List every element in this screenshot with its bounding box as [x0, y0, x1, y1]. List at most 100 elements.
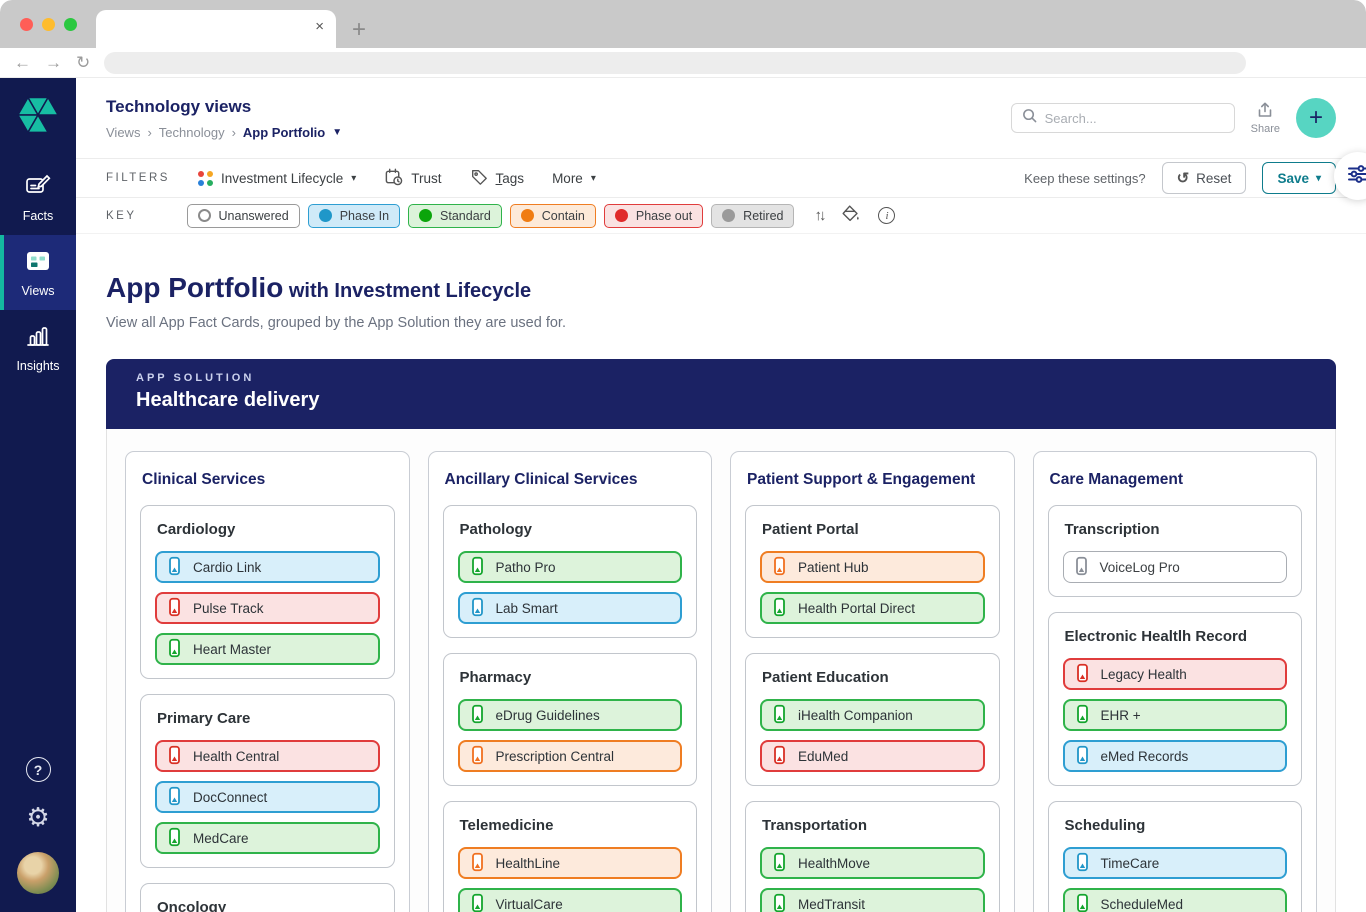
forward-icon[interactable]: → — [45, 53, 62, 72]
app-card[interactable]: eMed Records — [1062, 740, 1287, 772]
calendar-clock-icon — [384, 167, 403, 189]
app-card[interactable]: Health Portal Direct — [760, 592, 985, 624]
sidebar-item-insights[interactable]: Insights — [0, 310, 76, 385]
breadcrumb-item[interactable]: Views — [106, 124, 141, 140]
group-title: Primary Care — [157, 710, 251, 727]
create-button[interactable]: + — [1296, 98, 1336, 138]
capability-group: Primary Care Health Central DocConnect M… — [140, 694, 395, 868]
breadcrumb-separator: › — [147, 124, 152, 140]
sliders-icon — [1347, 164, 1366, 189]
view-settings-button[interactable] — [1334, 152, 1366, 200]
app-card[interactable]: EHR + — [1062, 699, 1287, 731]
app-list: TimeCare ScheduleMed — [1062, 847, 1287, 912]
key-badge[interactable]: Retired — [711, 203, 795, 228]
url-field[interactable] — [104, 51, 1246, 74]
minimize-window-button[interactable] — [42, 18, 55, 31]
app-name: HealthMove — [798, 855, 871, 871]
group-list: Cardiology Cardio Link Pulse Track Heart… — [140, 505, 395, 912]
breadcrumb-current[interactable]: App Portfolio — [242, 124, 326, 140]
key-badge[interactable]: Phase In — [307, 203, 401, 228]
app-card[interactable]: VirtualCare — [457, 888, 682, 912]
new-tab-button[interactable]: + — [352, 16, 367, 43]
chevron-down-icon: ▾ — [351, 172, 357, 184]
app-card[interactable]: Prescription Central — [457, 740, 682, 772]
capability-group: Patient Education iHealth Companion EduM… — [745, 653, 1000, 786]
browser-addressbar: ← → ↻ — [0, 48, 1366, 78]
app-list: Cardio Link Pulse Track Heart Master — [155, 551, 380, 665]
app-name: TimeCare — [1100, 855, 1160, 871]
sidebar-item-views[interactable]: Views — [0, 235, 76, 310]
app-card[interactable]: Heart Master — [155, 633, 380, 665]
group-title: Cardiology — [157, 521, 236, 538]
search-box[interactable] — [1010, 103, 1235, 133]
sidebar-item-facts[interactable]: Facts — [0, 160, 76, 235]
key-badge[interactable]: Contain — [509, 203, 596, 228]
app-card[interactable]: Legacy Health — [1062, 658, 1287, 690]
breadcrumb: Views › Technology › App Portfolio ▼ — [106, 125, 342, 140]
group-list: Patient Portal Patient Hub Health Portal… — [745, 505, 1000, 912]
app-card[interactable]: DocConnect — [155, 781, 380, 813]
app-card[interactable]: Patient Hub — [760, 551, 985, 583]
app-card[interactable]: ScheduleMed — [1062, 888, 1287, 912]
view-title: App Portfolio with Investment Lifecycle — [106, 272, 532, 303]
app-name: Health Portal Direct — [798, 600, 916, 616]
app-card[interactable]: Lab Smart — [457, 592, 682, 624]
info-icon[interactable]: i — [878, 207, 896, 224]
filter-more[interactable]: More ▾ — [552, 171, 596, 186]
column-title: Clinical Services — [142, 471, 266, 488]
badge-label: Retired — [743, 208, 784, 223]
save-button[interactable]: Save ▾ — [1262, 162, 1336, 194]
application-icon — [470, 597, 485, 620]
status-dot-icon — [197, 209, 211, 222]
app-card[interactable]: MedTransit — [760, 888, 985, 912]
key-badge[interactable]: Unanswered — [186, 203, 300, 228]
reload-icon[interactable]: ↻ — [76, 53, 91, 72]
app-name: Prescription Central — [495, 748, 615, 764]
settings-gear-icon[interactable]: ⚙ — [26, 802, 50, 832]
reset-button[interactable]: ↺ Reset — [1161, 162, 1247, 194]
breadcrumb-item[interactable]: Technology — [158, 124, 225, 140]
app-card[interactable]: EduMed — [760, 740, 985, 772]
app-card[interactable]: Pulse Track — [155, 592, 380, 624]
browser-tab[interactable]: × — [96, 10, 336, 48]
app-card[interactable]: Cardio Link — [155, 551, 380, 583]
filters-label: FILTERS — [106, 172, 170, 184]
app-card[interactable]: MedCare — [155, 822, 380, 854]
application-icon — [1075, 663, 1090, 686]
app-card[interactable]: Health Central — [155, 740, 380, 772]
app-card[interactable]: eDrug Guidelines — [457, 699, 682, 731]
app-card[interactable]: Patho Pro — [457, 551, 682, 583]
search-input[interactable] — [1044, 110, 1224, 126]
app-name: EduMed — [798, 748, 849, 764]
status-dot-icon — [520, 209, 534, 222]
zoom-window-button[interactable] — [64, 18, 77, 31]
application-icon — [1075, 893, 1090, 912]
app-card[interactable]: HealthLine — [457, 847, 682, 879]
app-card[interactable]: VoiceLog Pro — [1062, 551, 1287, 583]
help-icon[interactable]: ? — [25, 757, 51, 782]
filter-label: Trust — [411, 170, 442, 186]
app-card[interactable]: TimeCare — [1062, 847, 1287, 879]
app-logo[interactable] — [15, 91, 61, 142]
page-header: Technology views Views › Technology › Ap… — [76, 78, 1366, 158]
filter-investment-lifecycle[interactable]: Investment Lifecycle ▾ — [197, 170, 357, 186]
sort-icon[interactable]: ↑↓ — [814, 207, 826, 224]
application-icon — [1074, 556, 1089, 579]
app-list: HealthMove MedTransit — [760, 847, 985, 912]
key-badge[interactable]: Phase out — [603, 203, 704, 228]
filter-trust[interactable]: Trust — [384, 167, 442, 189]
key-badge[interactable]: Standard — [408, 203, 502, 228]
user-avatar[interactable] — [17, 852, 59, 894]
app-name: eMed Records — [1100, 748, 1189, 764]
share-button[interactable]: Share — [1251, 102, 1280, 135]
filter-tags[interactable]: Tags — [470, 168, 524, 189]
app-name: Heart Master — [193, 641, 272, 657]
paint-bucket-icon[interactable] — [841, 204, 860, 228]
tab-close-icon[interactable]: × — [315, 18, 324, 35]
back-icon[interactable]: ← — [14, 53, 31, 72]
close-window-button[interactable] — [20, 18, 33, 31]
app-card[interactable]: iHealth Companion — [760, 699, 985, 731]
chevron-down-icon[interactable]: ▼ — [332, 126, 343, 138]
app-card[interactable]: HealthMove — [760, 847, 985, 879]
group-title: Transportation — [762, 817, 868, 834]
